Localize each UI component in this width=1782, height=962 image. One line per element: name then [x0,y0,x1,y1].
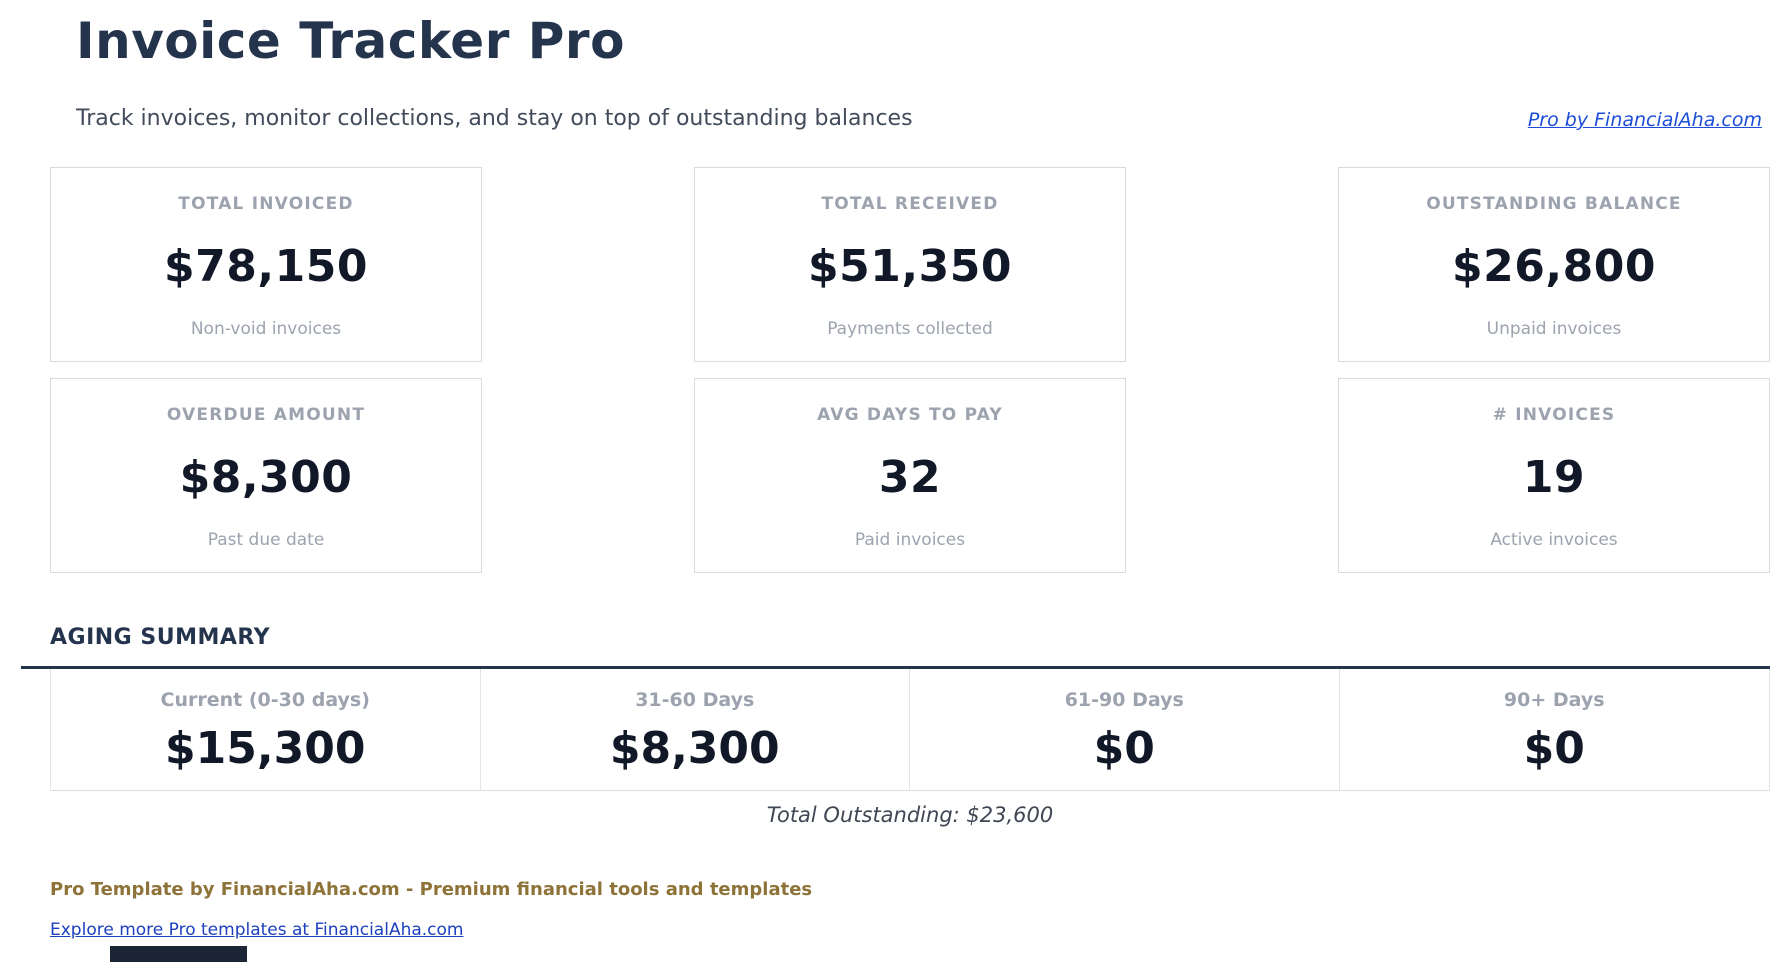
stat-value: 32 [878,452,942,503]
aging-column-90-plus: 90+ Days $0 [1340,669,1770,790]
aging-column-current: Current (0-30 days) $15,300 [51,669,481,790]
subtitle-row: Track invoices, monitor collections, and… [76,106,1770,131]
total-outstanding-text: Total Outstanding: $23,600 [766,803,1054,827]
stat-card-outstanding-balance: OUTSTANDING BALANCE $26,800 Unpaid invoi… [1338,167,1770,362]
stat-card-avg-days-to-pay: AVG DAYS TO PAY 32 Paid invoices [694,378,1126,573]
stat-value: $26,800 [1452,241,1656,292]
aging-column-label: 90+ Days [1503,689,1605,711]
aging-summary-table: Current (0-30 days) $15,300 31-60 Days $… [50,669,1770,791]
stat-card-num-invoices: # INVOICES 19 Active invoices [1338,378,1770,573]
stat-label: OUTSTANDING BALANCE [1426,194,1682,214]
stat-sublabel: Non-void invoices [190,319,342,339]
stat-sublabel: Payments collected [827,319,993,339]
stat-value: $51,350 [808,241,1012,292]
cut-off-dark-bar [110,946,247,962]
footer-credit-text: Pro Template by FinancialAha.com - Premi… [50,879,813,900]
stat-sublabel: Past due date [207,530,325,550]
stat-sublabel: Paid invoices [854,530,966,550]
stat-label: TOTAL INVOICED [178,194,354,214]
stat-value: $78,150 [164,241,368,292]
stat-card-overdue-amount: OVERDUE AMOUNT $8,300 Past due date [50,378,482,573]
aging-column-61-90: 61-90 Days $0 [910,669,1340,790]
stats-grid: TOTAL INVOICED $78,150 Non-void invoices… [50,167,1770,573]
explore-templates-link[interactable]: Explore more Pro templates at FinancialA… [50,920,464,940]
aging-column-value: $0 [1523,723,1585,774]
stat-label: OVERDUE AMOUNT [166,405,366,425]
aging-column-value: $8,300 [609,723,780,774]
aging-column-label: Current (0-30 days) [160,689,370,711]
stat-card-total-invoiced: TOTAL INVOICED $78,150 Non-void invoices [50,167,482,362]
stat-label: TOTAL RECEIVED [821,194,999,214]
stat-sublabel: Active invoices [1490,530,1618,550]
stat-value: 19 [1522,452,1586,503]
aging-column-label: 31-60 Days [635,689,755,711]
aging-summary-heading: AGING SUMMARY [50,625,271,650]
page-title: Invoice Tracker Pro [76,12,625,70]
aging-column-value: $15,300 [165,723,366,774]
stat-label: AVG DAYS TO PAY [817,405,1003,425]
page-subtitle: Track invoices, monitor collections, and… [76,106,913,131]
aging-column-31-60: 31-60 Days $8,300 [481,669,910,790]
stat-sublabel: Unpaid invoices [1486,319,1622,339]
stat-card-total-received: TOTAL RECEIVED $51,350 Payments collecte… [694,167,1126,362]
pro-by-link[interactable]: Pro by FinancialAha.com [1527,109,1762,131]
aging-column-value: $0 [1093,723,1155,774]
stat-label: # INVOICES [1492,405,1616,425]
stat-value: $8,300 [179,452,353,503]
aging-column-label: 61-90 Days [1064,689,1184,711]
aging-top-border [21,666,1770,669]
